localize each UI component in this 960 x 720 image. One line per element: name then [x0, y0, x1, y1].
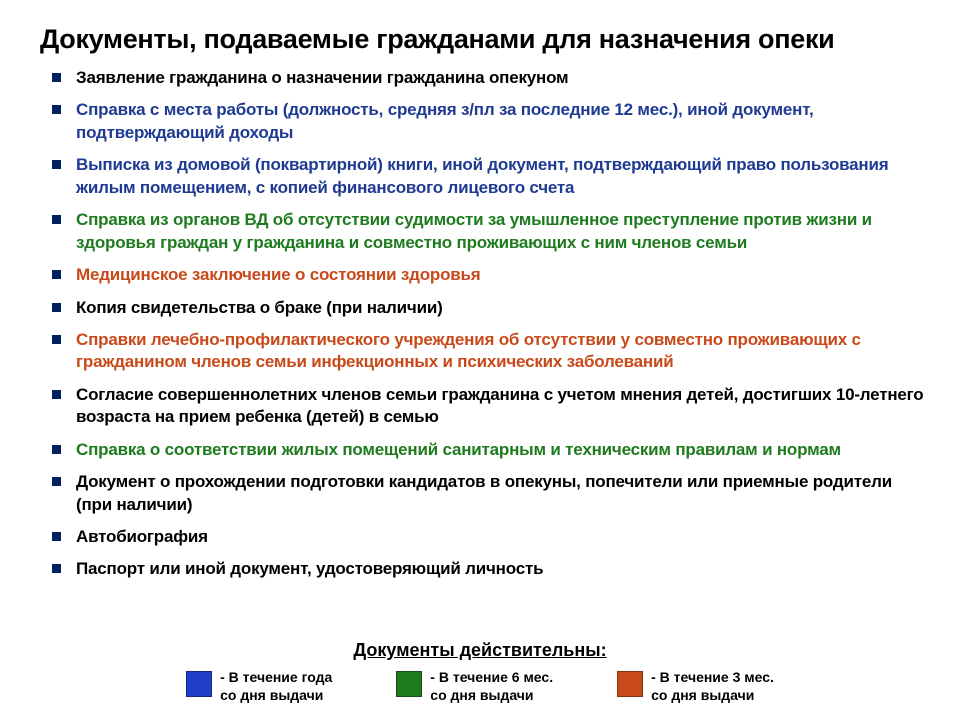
- list-item: Справка о соответствии жилых помещений с…: [76, 439, 924, 461]
- list-item: Согласие совершеннолетних членов семьи г…: [76, 384, 924, 429]
- legend-text-3mo: - В течение 3 мес. со дня выдачи: [651, 669, 774, 704]
- list-item: Паспорт или иной документ, удостоверяющи…: [76, 558, 924, 580]
- list-item: Заявление гражданина о назначении гражда…: [76, 67, 924, 89]
- list-item: Выписка из домовой (поквартирной) книги,…: [76, 154, 924, 199]
- list-item: Справка из органов ВД об отсутствии суди…: [76, 209, 924, 254]
- list-item: Копия свидетельства о браке (при наличии…: [76, 297, 924, 319]
- legend-text-6mo: - В течение 6 мес. со дня выдачи: [430, 669, 553, 704]
- slide: Документы, подаваемые гражданами для наз…: [0, 0, 960, 720]
- list-item: Справка с места работы (должность, средн…: [76, 99, 924, 144]
- list-item: Автобиография: [76, 526, 924, 548]
- swatch-12mo: [186, 671, 212, 697]
- legend-title: Документы действительны:: [0, 640, 960, 661]
- swatch-3mo: [617, 671, 643, 697]
- legend-item-6mo: - В течение 6 мес. со дня выдачи: [396, 669, 553, 704]
- list-item: Медицинское заключение о состоянии здоро…: [76, 264, 924, 286]
- legend: Документы действительны: - В течение год…: [0, 640, 960, 704]
- swatch-6mo: [396, 671, 422, 697]
- legend-item-3mo: - В течение 3 мес. со дня выдачи: [617, 669, 774, 704]
- list-item: Справки лечебно-профилактического учрежд…: [76, 329, 924, 374]
- legend-item-12mo: - В течение года со дня выдачи: [186, 669, 332, 704]
- document-list: Заявление гражданина о назначении гражда…: [30, 67, 930, 581]
- legend-text-12mo: - В течение года со дня выдачи: [220, 669, 332, 704]
- list-item: Документ о прохождении подготовки кандид…: [76, 471, 924, 516]
- slide-title: Документы, подаваемые гражданами для наз…: [40, 24, 930, 55]
- legend-row: - В течение года со дня выдачи - В течен…: [0, 669, 960, 704]
